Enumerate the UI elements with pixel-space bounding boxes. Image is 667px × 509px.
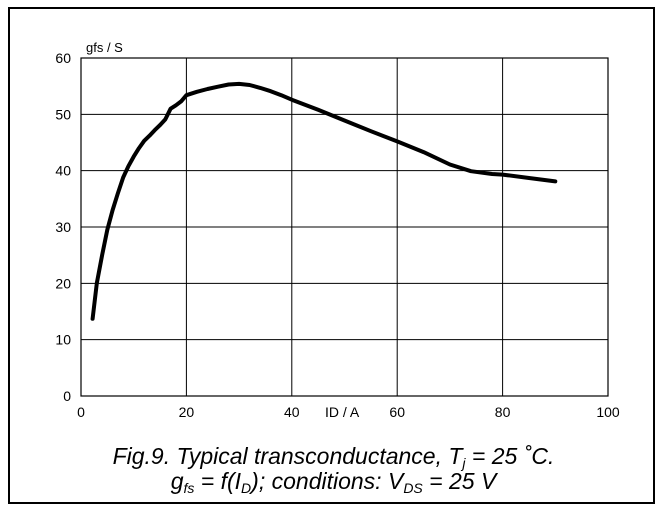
figure-caption-line-1: Fig.9. Typical transconductance, Tj = 25… <box>10 443 657 471</box>
y-tick-label: 0 <box>63 388 71 404</box>
transconductance-curve <box>90 81 558 321</box>
x-tick-label: 40 <box>284 404 300 420</box>
y-tick-label: 40 <box>55 163 71 179</box>
y-tick-label: 10 <box>55 332 71 348</box>
caption-text: Fig.9. Typical transconductance, T <box>112 443 463 469</box>
caption-subscript: D <box>241 480 252 496</box>
x-axis-label: ID / A <box>325 404 360 420</box>
x-tick-label: 0 <box>77 404 85 420</box>
caption-text: = f(I <box>194 468 242 494</box>
caption-text: ); conditions: V <box>251 468 404 494</box>
transconductance-chart: 0 10 20 30 40 50 60 0 20 40 60 80 100 gfs / S ID / A <box>55 40 620 420</box>
y-tick-label: 50 <box>55 106 71 122</box>
y-tick-label: 20 <box>55 275 71 291</box>
y-tick-label: 30 <box>55 219 71 235</box>
caption-text: g <box>170 468 184 494</box>
chart-frame: 0 10 20 30 40 50 60 0 20 40 60 80 100 gfs / S ID / A F… <box>8 7 655 504</box>
caption-text: = 25 V <box>422 468 497 494</box>
plot-area-border <box>80 57 609 397</box>
figure-caption-line-2: gfs = f(ID); conditions: VDS = 25 V <box>10 468 657 496</box>
y-axis-label: gfs / S <box>86 40 123 55</box>
x-tick-label: 100 <box>596 404 620 420</box>
y-tick-label: 60 <box>55 50 71 66</box>
x-tick-label: 60 <box>389 404 405 420</box>
caption-subscript: j <box>462 455 466 471</box>
x-tick-label: 80 <box>495 404 511 420</box>
caption-subscript: DS <box>403 480 423 496</box>
caption-text: = 25 ˚C. <box>465 443 555 469</box>
x-tick-label: 20 <box>179 404 195 420</box>
caption-subscript: fs <box>183 480 195 496</box>
